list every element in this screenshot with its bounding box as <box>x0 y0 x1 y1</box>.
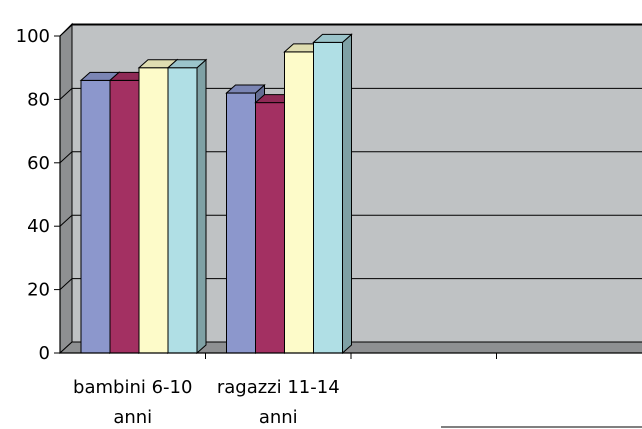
y-tick-label: 40 <box>27 216 50 237</box>
chart-side-wall <box>59 22 73 355</box>
y-tick-label: 60 <box>27 153 50 174</box>
y-axis-ticks: 0 20 40 60 80 100 <box>16 26 60 364</box>
gridlines <box>59 24 642 290</box>
bar <box>312 33 353 355</box>
x-axis-labels: bambini 6-10 anni ragazzi 11-14 anni <box>73 377 340 428</box>
x-axis-ticks <box>205 353 497 359</box>
bar <box>166 58 208 355</box>
bars <box>79 33 353 355</box>
x-tick-label: bambini 6-10 anni <box>73 377 192 428</box>
gridline <box>59 87 642 100</box>
y-tick-label: 80 <box>27 89 50 110</box>
y-tick-label: 100 <box>16 26 50 47</box>
y-tick-label: 0 <box>39 343 50 364</box>
gridline <box>59 151 642 164</box>
gridline <box>59 214 642 227</box>
gridline <box>59 24 642 37</box>
y-tick-label: 20 <box>27 280 50 301</box>
x-tick-label: ragazzi 11-14 anni <box>217 377 340 428</box>
gridline <box>59 278 642 290</box>
